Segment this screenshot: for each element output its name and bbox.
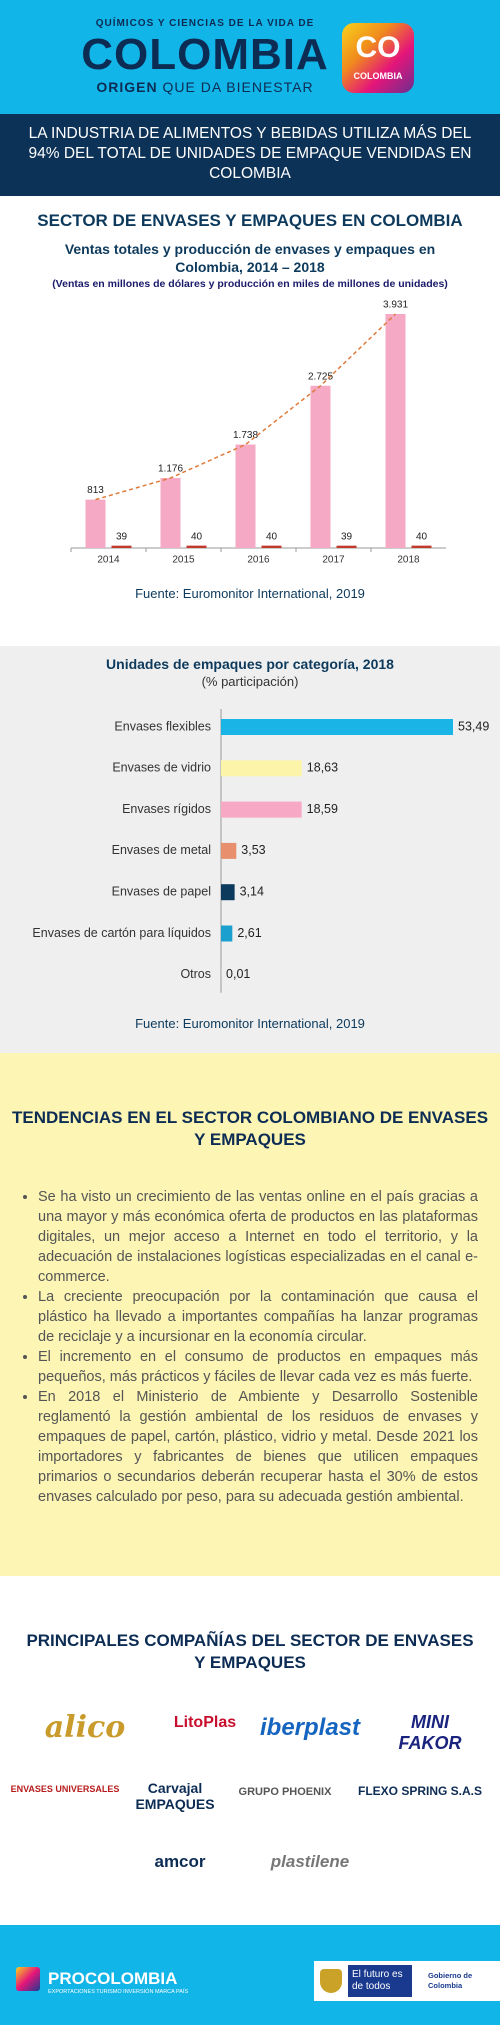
tagline-bold: ORIGEN	[96, 79, 158, 95]
footer-brand: PROCOLOMBIA	[48, 1969, 178, 1988]
company-logo: iberplast	[259, 1714, 361, 1741]
bar	[111, 545, 132, 548]
trend-item: Se ha visto un crecimiento de las ventas…	[38, 1187, 478, 1287]
kicker: QUÍMICOS Y CIENCIAS DE LA VIDA DE	[95, 18, 315, 29]
x-tick-label: 2018	[397, 555, 420, 566]
bar	[160, 477, 181, 548]
value-label: 39	[341, 531, 353, 542]
trends-section: TENDENCIAS EN EL SECTOR COLOMBIANO DE EN…	[0, 1053, 500, 1576]
chart-source: Fuente: Euromonitor International, 2019	[135, 1016, 365, 1031]
headline: LA INDUSTRIA DE ALIMENTOS Y BEBIDAS UTIL…	[28, 125, 472, 182]
company-logo: plastilene	[270, 1852, 350, 1871]
tagline: ORIGEN QUE DA BIENESTAR	[60, 79, 350, 95]
value-label: 1.176	[158, 464, 183, 475]
bar	[186, 545, 207, 548]
companies-title: PRINCIPALES COMPAÑÍAS DEL SECTOR DE ENVA…	[26, 1631, 474, 1672]
headline-band: LA INDUSTRIA DE ALIMENTOS Y BEBIDAS UTIL…	[0, 114, 500, 196]
tagline-rest: QUE DA BIENESTAR	[162, 79, 314, 95]
value-label: 3.931	[383, 300, 408, 311]
bar	[310, 385, 331, 548]
chart-subtitle: (Ventas en millones de dólares y producc…	[52, 278, 448, 290]
category-section	[0, 646, 500, 1053]
bar	[85, 499, 106, 548]
chart-subtitle: (% participación)	[201, 674, 299, 689]
coat-of-arms	[320, 1969, 342, 1993]
bar	[385, 314, 406, 548]
chart-title: Unidades de empaques por categoría, 2018	[106, 656, 394, 672]
company-logo: LitoPlas	[173, 1714, 237, 1731]
company-logo: Carvajal EMPAQUES	[135, 1780, 215, 1812]
trend-item: La creciente preocupación por la contami…	[38, 1287, 478, 1347]
company-logo: GRUPO PHOENIX	[238, 1786, 332, 1798]
x-tick-label: 2015	[172, 555, 195, 566]
trends-title: TENDENCIAS EN EL SECTOR COLOMBIANO DE EN…	[11, 1108, 489, 1149]
trend-item: En 2018 el Ministerio de Ambiente y Desa…	[38, 1387, 478, 1507]
procolombia-icon	[16, 1967, 40, 1991]
trend-item: El incremento en el consumo de productos…	[38, 1347, 478, 1387]
company-logo: FLEXO SPRING S.A.S	[357, 1784, 483, 1798]
trends-list: Se ha visto un crecimiento de las ventas…	[20, 1187, 478, 1507]
bar	[235, 444, 256, 548]
x-tick-label: 2017	[322, 555, 345, 566]
co-logo: CO COLOMBIA	[342, 23, 414, 93]
gov-box: El futuro es de todos Gobierno de Colomb…	[314, 1961, 500, 2001]
motto: El futuro es de todos	[352, 1969, 403, 1992]
x-tick-label: 2016	[247, 555, 270, 566]
gov-name: Gobierno de Colombia	[428, 1971, 473, 1990]
section-title: SECTOR DE ENVASES Y EMPAQUES EN COLOMBIA	[37, 211, 463, 230]
company-logo: amcor	[154, 1852, 206, 1871]
footer: PROCOLOMBIA EXPORTACIONES TURISMO INVERS…	[0, 1925, 500, 2025]
companies-logos: alico LitoPlas iberplast MINI FAKOR ENVASES …	[0, 1700, 500, 1900]
co-logo-caption: COLOMBIA	[353, 71, 403, 81]
footer-brand-caption: EXPORTACIONES TURISMO INVERSIÓN MARCA PA…	[48, 1989, 189, 1995]
company-logo: MINI FAKOR	[398, 1712, 462, 1753]
header: QUÍMICOS Y CIENCIAS DE LA VIDA DE COLOMB…	[0, 0, 500, 114]
value-label: 2.725	[308, 371, 333, 382]
value-label: 1.738	[233, 430, 258, 441]
bar	[261, 545, 282, 548]
company-logo: alico	[44, 1710, 126, 1745]
co-logo-text: CO	[355, 31, 401, 64]
company-logo: ENVASES UNIVERSALES	[10, 1784, 120, 1794]
x-tick-label: 2014	[97, 555, 120, 566]
motto-box	[348, 1965, 412, 1997]
chart-source: Fuente: Euromonitor International, 2019	[135, 586, 365, 601]
trend-line	[95, 313, 397, 501]
brand: COLOMBIA	[81, 30, 329, 79]
value-label: 40	[191, 531, 203, 542]
value-label: 40	[416, 531, 428, 542]
bar	[336, 545, 357, 548]
value-label: 40	[266, 531, 278, 542]
bar	[411, 545, 432, 548]
chart-title: Ventas totales y producción de envases y…	[64, 241, 436, 275]
value-label: 39	[116, 531, 128, 542]
value-label: 813	[87, 485, 104, 496]
